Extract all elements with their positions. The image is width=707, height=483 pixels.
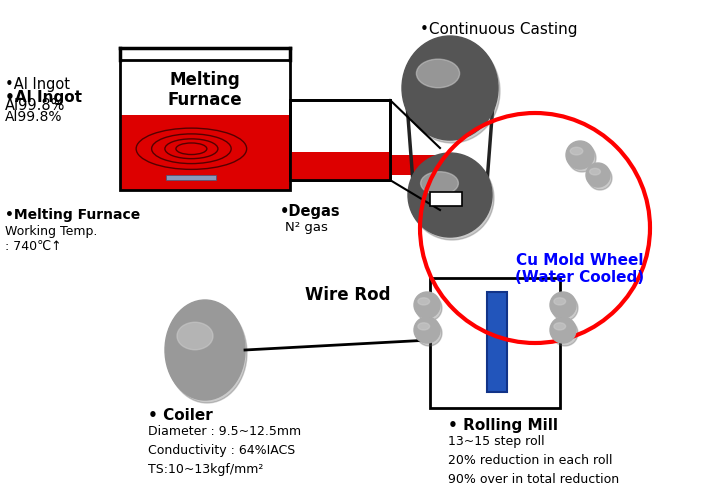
Ellipse shape xyxy=(418,323,430,330)
Ellipse shape xyxy=(416,295,442,321)
Text: • Rolling Mill: • Rolling Mill xyxy=(448,418,558,433)
Ellipse shape xyxy=(588,166,612,190)
Ellipse shape xyxy=(404,39,500,143)
Ellipse shape xyxy=(421,171,458,195)
Text: : 740℃↑: : 740℃↑ xyxy=(5,240,62,253)
Ellipse shape xyxy=(416,320,442,346)
Text: •Melting Furnace: •Melting Furnace xyxy=(5,208,140,222)
Ellipse shape xyxy=(414,292,440,318)
Ellipse shape xyxy=(590,169,600,175)
Ellipse shape xyxy=(416,59,460,88)
Text: 13~15 step roll
20% reduction in each roll
90% over in total reduction: 13~15 step roll 20% reduction in each ro… xyxy=(448,435,619,483)
Ellipse shape xyxy=(410,156,494,240)
Text: •Degas: •Degas xyxy=(280,204,341,219)
Bar xyxy=(120,60,290,115)
Bar xyxy=(120,60,290,190)
Ellipse shape xyxy=(177,322,213,350)
Bar xyxy=(290,152,350,178)
Text: Working Temp.: Working Temp. xyxy=(5,225,98,238)
Bar xyxy=(487,292,507,392)
Ellipse shape xyxy=(418,298,430,305)
Bar xyxy=(120,115,290,190)
Bar xyxy=(430,278,560,408)
Ellipse shape xyxy=(566,141,594,169)
Ellipse shape xyxy=(550,292,576,318)
Ellipse shape xyxy=(550,317,576,343)
Text: Melting
Furnace: Melting Furnace xyxy=(168,71,243,110)
Ellipse shape xyxy=(571,147,583,155)
Ellipse shape xyxy=(554,323,566,330)
Ellipse shape xyxy=(552,320,578,346)
Bar xyxy=(166,175,216,180)
Ellipse shape xyxy=(402,36,498,140)
Bar xyxy=(430,192,462,206)
Text: Cu Mold Wheel
(Water Cooled): Cu Mold Wheel (Water Cooled) xyxy=(515,253,645,285)
Text: Diameter : 9.5~12.5mm
Conductivity : 64%IACS
TS:10~13kgf/mm²: Diameter : 9.5~12.5mm Conductivity : 64%… xyxy=(148,425,301,476)
Text: •Continuous Casting: •Continuous Casting xyxy=(420,22,578,37)
Ellipse shape xyxy=(552,295,578,321)
Ellipse shape xyxy=(167,303,247,403)
Ellipse shape xyxy=(568,144,596,172)
Text: Al99.8%: Al99.8% xyxy=(5,110,62,124)
Ellipse shape xyxy=(414,317,440,343)
Ellipse shape xyxy=(165,300,245,400)
Text: Wire Rod: Wire Rod xyxy=(305,286,391,304)
Ellipse shape xyxy=(408,153,492,237)
Text: •Al Ingot: •Al Ingot xyxy=(5,90,82,105)
Bar xyxy=(390,155,450,175)
Bar xyxy=(290,100,390,180)
Bar xyxy=(290,152,390,180)
Ellipse shape xyxy=(554,298,566,305)
Text: N² gas: N² gas xyxy=(285,221,328,234)
Ellipse shape xyxy=(586,163,610,187)
Text: • Coiler: • Coiler xyxy=(148,408,213,423)
Bar xyxy=(290,100,390,180)
Text: •Al Ingot
Al99.8%: •Al Ingot Al99.8% xyxy=(5,77,70,113)
